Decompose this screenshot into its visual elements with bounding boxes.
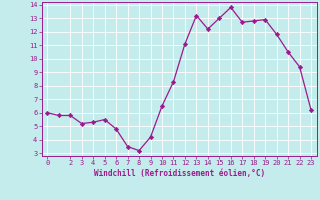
X-axis label: Windchill (Refroidissement éolien,°C): Windchill (Refroidissement éolien,°C) [94, 169, 265, 178]
